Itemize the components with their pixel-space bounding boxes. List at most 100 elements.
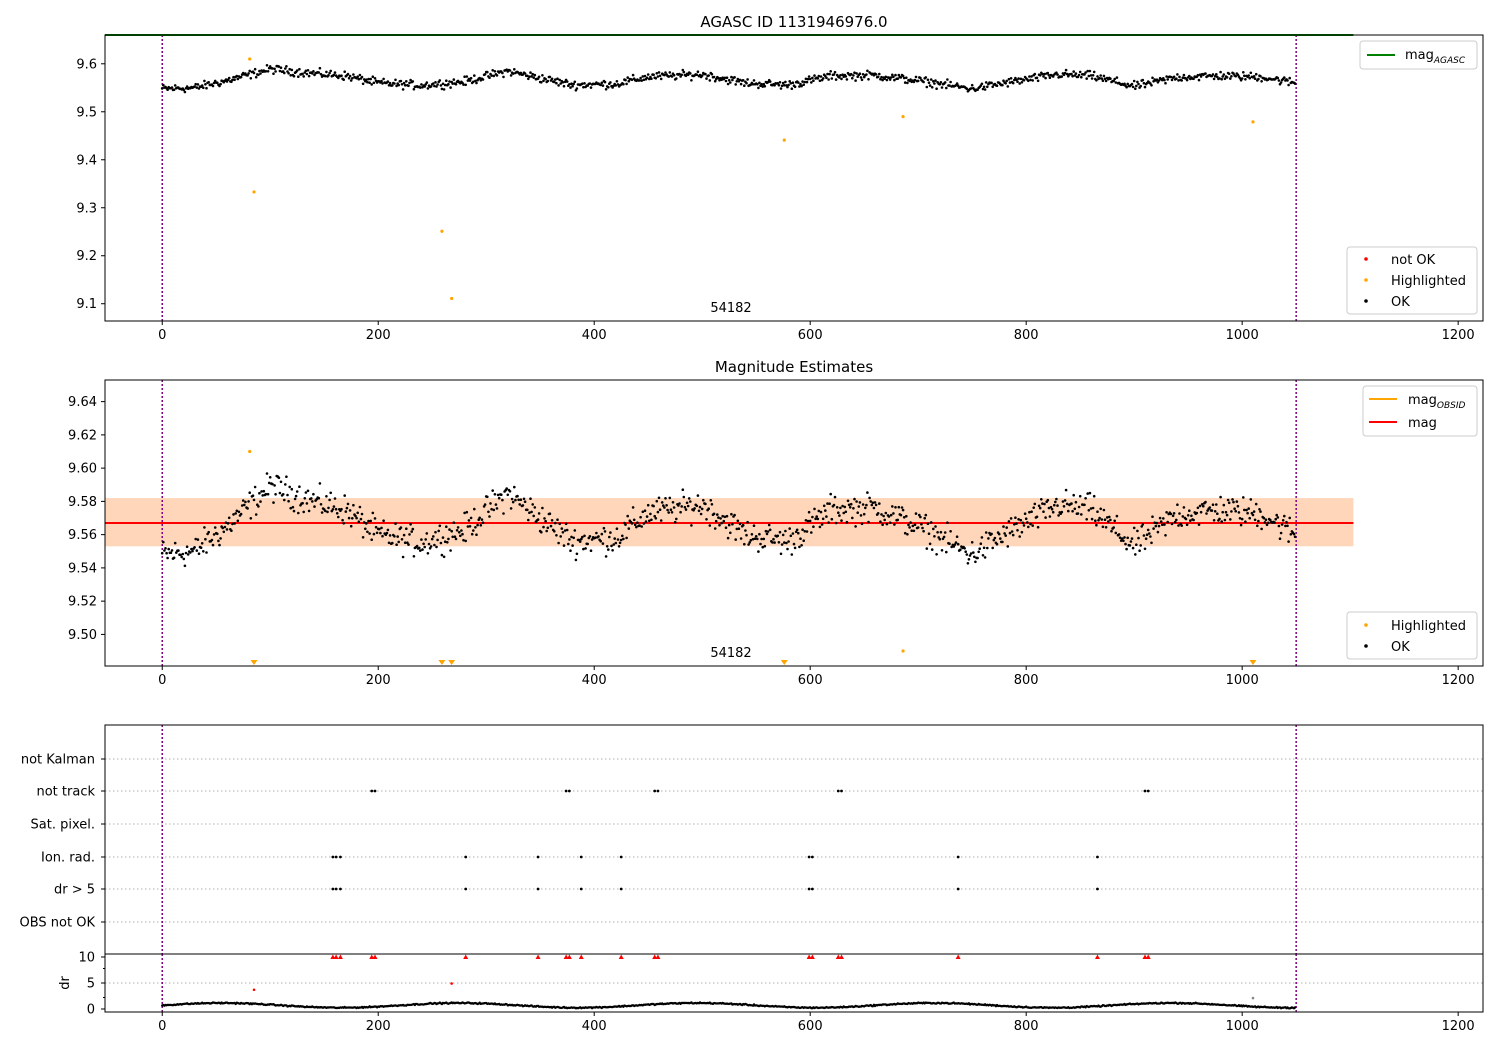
ok-point	[451, 82, 455, 85]
ok-point	[1274, 517, 1277, 521]
ok-point	[1080, 513, 1083, 516]
ok-point	[1225, 513, 1229, 517]
ok-point	[1208, 506, 1212, 509]
ok-point	[855, 500, 858, 503]
ok-point	[163, 549, 166, 552]
ok-point	[367, 519, 370, 523]
ok-point	[193, 85, 196, 88]
ok-point	[166, 88, 169, 91]
ok-point	[734, 83, 737, 86]
ok-point	[1153, 521, 1156, 524]
ok-point	[1051, 75, 1055, 78]
dr-clipped-marker	[330, 954, 336, 959]
ok-point	[494, 503, 498, 506]
ok-point	[640, 79, 643, 82]
ok-point	[1223, 77, 1227, 81]
ok-point	[708, 79, 712, 82]
ok-point	[930, 86, 934, 89]
dr-clipped-marker	[563, 954, 569, 959]
ok-point	[264, 70, 268, 73]
flag-point	[619, 887, 623, 891]
ok-point	[1078, 70, 1082, 74]
ok-point	[506, 493, 510, 497]
ok-point	[1109, 518, 1112, 522]
ok-point	[222, 530, 226, 534]
legend-label-not-ok: not OK	[1391, 253, 1436, 268]
dr-clipped-marker	[1142, 954, 1148, 959]
ok-point	[1223, 518, 1227, 522]
ok-point	[664, 71, 667, 74]
ok-point	[927, 532, 931, 535]
ok-point	[1238, 77, 1242, 80]
ok-point	[170, 86, 174, 89]
ok-point	[162, 540, 165, 544]
ok-point	[1050, 507, 1054, 511]
ok-point	[254, 75, 258, 79]
ok-point	[615, 527, 619, 530]
ok-point	[246, 74, 249, 77]
ok-point	[859, 76, 863, 79]
ok-point	[277, 476, 281, 480]
ok-point	[700, 74, 704, 77]
ok-point	[1218, 77, 1221, 80]
ok-point	[1022, 524, 1026, 527]
ok-point	[893, 78, 896, 82]
ok-point	[990, 81, 993, 85]
ok-point	[1071, 74, 1074, 78]
ok-point	[806, 77, 810, 81]
ok-point	[655, 499, 659, 503]
ok-point	[1035, 515, 1039, 519]
ok-point	[501, 498, 504, 502]
highlighted-point	[450, 296, 454, 301]
ok-point	[1016, 80, 1019, 83]
ok-point	[622, 537, 625, 541]
ok-point	[571, 84, 574, 88]
ok-point	[800, 544, 803, 547]
ok-point	[343, 494, 347, 497]
ok-point	[1065, 72, 1069, 76]
ok-point	[1031, 79, 1034, 82]
ok-point	[861, 503, 865, 506]
ok-point	[990, 532, 993, 536]
ok-point	[470, 532, 474, 536]
ok-point	[773, 84, 776, 87]
ok-point	[847, 503, 851, 507]
ok-point	[705, 77, 708, 80]
ok-point	[723, 515, 727, 519]
ok-point	[1122, 539, 1125, 543]
ok-point	[829, 492, 832, 496]
ok-point	[312, 70, 315, 73]
ok-point	[1015, 522, 1018, 525]
ok-point	[618, 541, 622, 545]
ok-point	[735, 80, 739, 83]
ok-point	[635, 525, 638, 529]
ok-point	[768, 80, 772, 83]
ok-point	[492, 74, 496, 78]
ok-point	[965, 87, 969, 90]
ok-point	[463, 511, 466, 515]
ok-point	[560, 527, 564, 530]
ok-point	[1095, 79, 1098, 82]
ok-point	[334, 507, 338, 511]
ok-point	[1004, 534, 1007, 537]
ok-point	[407, 84, 410, 88]
ok-point	[540, 81, 543, 84]
ok-point	[351, 517, 354, 520]
highlighted-point	[248, 449, 252, 454]
ok-point	[164, 547, 167, 550]
ok-point	[1013, 523, 1016, 526]
ok-point	[778, 81, 782, 84]
y-tick-label: 9.6	[76, 57, 97, 72]
ok-point	[189, 551, 192, 554]
panel-magnitude-reference-lines	[105, 380, 1354, 666]
ok-point	[408, 533, 411, 536]
ok-point	[914, 75, 918, 79]
ok-point	[980, 82, 984, 86]
ok-point	[671, 501, 675, 504]
ok-point	[304, 491, 308, 494]
ok-point	[232, 75, 235, 79]
ok-point	[474, 526, 477, 529]
ok-point	[554, 78, 557, 81]
ok-point	[357, 77, 361, 81]
ok-point	[1008, 531, 1012, 535]
